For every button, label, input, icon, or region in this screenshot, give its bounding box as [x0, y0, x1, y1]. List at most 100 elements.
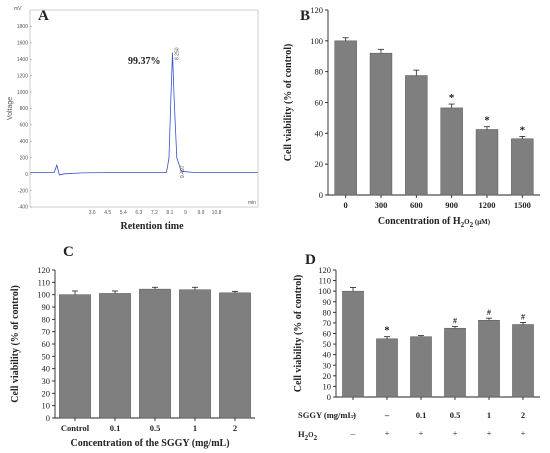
bar [139, 288, 171, 419]
x-axis-title: Concentration of H2O2 (μM) [378, 216, 491, 229]
panel-letter-c: C [63, 244, 74, 260]
bar [478, 320, 500, 398]
y-tick-label: 90 [323, 297, 332, 307]
row-cell-h2o2: + [487, 428, 492, 438]
bar [511, 138, 534, 196]
bar [440, 107, 463, 196]
y-tick-label: 1800 [17, 24, 28, 30]
y-tick-label: 70 [323, 318, 332, 328]
x-tick-label: 0.1 [110, 423, 121, 433]
peak-time-label: 8.250 [175, 47, 181, 60]
x-tick-label: 7.2 [151, 210, 158, 216]
row-cell-sggy: 0.1 [416, 410, 427, 420]
chromatogram-trace [30, 52, 258, 176]
y-tick-label: 50 [42, 351, 51, 361]
row-cell-h2o2: + [419, 428, 424, 438]
row-cell-sggy: 0.5 [450, 410, 461, 420]
x-tick-label: 8.1 [166, 210, 173, 216]
x-tick-label: 3.6 [89, 210, 96, 216]
x-axis-title: Retention time [120, 221, 184, 232]
row-cell-h2o2: + [521, 428, 526, 438]
bar [405, 75, 428, 196]
y-tick-label: 40 [323, 350, 332, 360]
x-tick-label: 0 [344, 200, 348, 210]
y-tick-label: 1000 [17, 90, 28, 96]
y-tick-label: 100 [37, 290, 50, 300]
y-tick-label: 1200 [17, 73, 28, 79]
minor-peak-time-label: 9.497 [180, 165, 186, 178]
significance-hash: # [487, 308, 491, 317]
y-tick-label: 80 [323, 307, 332, 317]
y-tick-label: 20 [42, 388, 51, 398]
y-tick-label: 20 [323, 371, 332, 381]
row-cell-sggy: 1 [487, 410, 491, 420]
y-tick-label: 70 [42, 327, 51, 337]
row-label-h2o2: H2O2 [298, 429, 318, 442]
y-tick-label: 0 [25, 172, 28, 178]
x-tick-label: 300 [375, 200, 388, 210]
y-tick-label: 60 [323, 329, 332, 339]
x-tick-label: 10.8 [212, 210, 222, 216]
bar [342, 290, 364, 398]
y-axis-title: Cell viability (% of control) [10, 285, 21, 403]
y-tick-label: 120 [310, 5, 323, 15]
y-tick-label: 200 [20, 155, 29, 161]
bar [376, 338, 398, 398]
significance-hash: # [521, 312, 525, 321]
y-tick-label: 20 [315, 159, 324, 169]
row-cell-h2o2: + [385, 428, 390, 438]
y-tick-label: 110 [319, 276, 331, 286]
y-tick-label: 0 [327, 392, 331, 402]
panel-c-sggy-bar-chart: C 0 10 20 30 40 50 60 70 80 90 100 110 120 Control 0.1 0… [10, 244, 255, 449]
y-tick-label: 40 [42, 364, 51, 374]
y-tick-label: 0 [319, 190, 323, 200]
x-tick-label: 4.5 [104, 210, 111, 216]
x-tick-label: Control [61, 423, 90, 433]
y-tick-label: 80 [315, 67, 324, 77]
y-tick-label: 120 [37, 265, 50, 275]
significance-hash: # [453, 317, 457, 326]
y-tick-label: 0 [46, 413, 50, 423]
bar [410, 336, 432, 398]
y-unit-label: mV [14, 6, 22, 12]
significance-star: * [449, 92, 455, 104]
y-tick-label: 100 [310, 36, 323, 46]
y-axis-title: Voltage [7, 97, 14, 120]
x-axis-title: Concentration of the SGGY (mg/mL) [70, 438, 229, 449]
x-tick-label: 5.4 [120, 210, 127, 216]
bar [369, 52, 393, 196]
y-tick-label: 110 [38, 277, 50, 287]
y-tick-label: 1400 [17, 57, 28, 63]
y-tick-label: 60 [315, 98, 324, 108]
y-tick-label: 30 [42, 376, 51, 386]
significance-star: * [520, 124, 526, 136]
panel-a-chromatogram: AmV -400 -200 0 200 400 600 800 1000 1200 1400 1600… [7, 6, 259, 232]
x-tick-label: 6.3 [135, 210, 142, 216]
bar [59, 294, 91, 419]
y-tick-label: 80 [42, 314, 51, 324]
x-unit-label: min [248, 200, 256, 206]
row-label-sggy: SGGY (mg/mL) [298, 410, 356, 420]
y-tick-label: -200 [18, 188, 28, 194]
panel-letter-a: A [38, 8, 49, 24]
bar [334, 40, 357, 196]
y-axis-title: Cell viability (% of control) [293, 275, 304, 393]
y-tick-label: 100 [318, 286, 331, 296]
x-tick-label: 1 [193, 423, 197, 433]
y-tick-label: 10 [42, 401, 51, 411]
significance-star: * [484, 115, 490, 127]
y-tick-label: 10 [323, 381, 332, 391]
bar [512, 324, 534, 398]
y-tick-label: 30 [323, 360, 332, 370]
row-cell-sggy: 2 [521, 410, 525, 420]
row-cell-h2o2: + [453, 428, 458, 438]
peak-percentage-label: 99.37% [128, 56, 161, 67]
bar [219, 292, 251, 419]
bar [444, 327, 466, 398]
significance-star: * [384, 325, 390, 337]
x-tick-label: 1500 [514, 200, 531, 210]
row-cell-h2o2: – [350, 428, 356, 438]
panel-letter-d: D [305, 252, 316, 268]
y-tick-label: 40 [315, 128, 324, 138]
